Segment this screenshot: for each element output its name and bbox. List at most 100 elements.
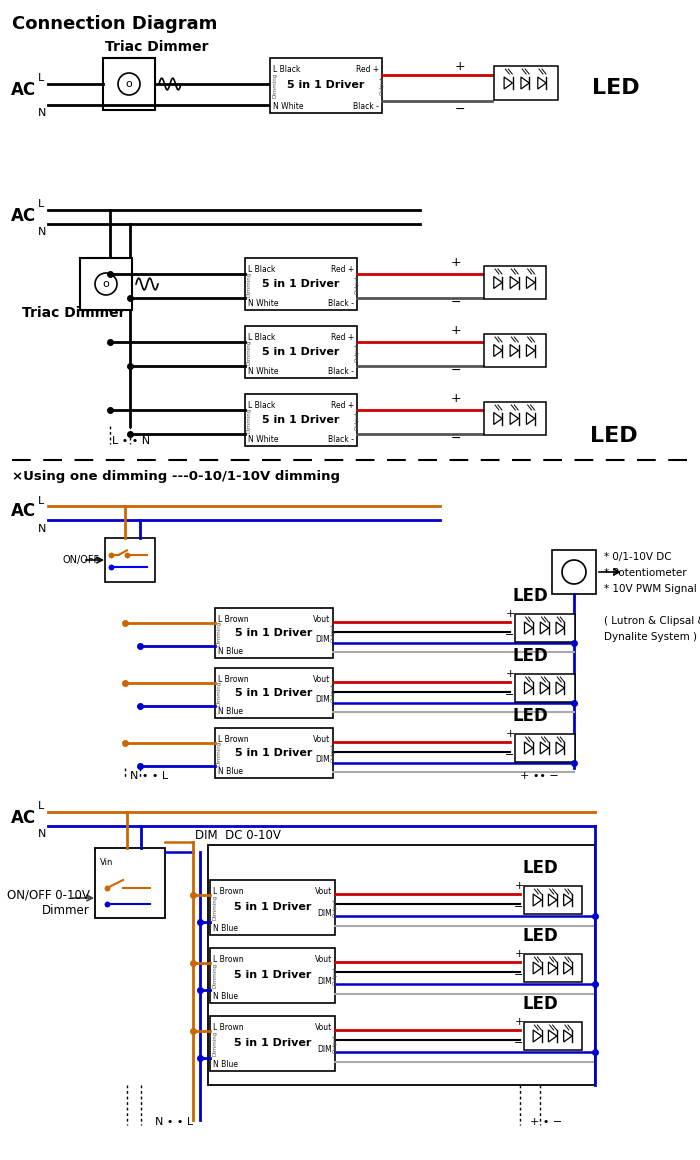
Text: −: −	[451, 432, 461, 445]
Text: N: N	[38, 227, 46, 237]
Text: ×Using one dimming ---0-10/1-10V dimming: ×Using one dimming ---0-10/1-10V dimming	[12, 470, 340, 483]
Text: Dimming: Dimming	[212, 894, 217, 920]
Text: Dimming: Dimming	[212, 1031, 217, 1056]
Text: Red +: Red +	[330, 333, 354, 342]
Text: +: +	[514, 949, 524, 959]
Text: Output: Output	[355, 411, 360, 429]
Text: +: +	[505, 728, 514, 739]
Text: 5 in 1 Driver: 5 in 1 Driver	[235, 628, 313, 638]
Text: Red +: Red +	[356, 65, 379, 74]
Text: Vout: Vout	[315, 1023, 332, 1032]
Text: LED: LED	[522, 927, 558, 945]
Text: −: −	[514, 1038, 524, 1047]
Bar	[484, 334, 546, 367]
Text: −: −	[455, 102, 466, 116]
Text: Triac Dimmer: Triac Dimmer	[105, 39, 209, 55]
Bar	[210, 948, 335, 1003]
Text: −: −	[514, 970, 524, 980]
Text: DIM: DIM	[317, 978, 332, 986]
Bar	[484, 266, 546, 299]
Text: N Blue: N Blue	[213, 1060, 238, 1070]
Text: N Blue: N Blue	[213, 992, 238, 1001]
Bar	[524, 886, 582, 914]
Text: N White: N White	[248, 299, 279, 309]
Text: N: N	[38, 108, 46, 118]
Text: −: −	[451, 296, 461, 309]
Text: 5 in 1 Driver: 5 in 1 Driver	[235, 748, 313, 757]
Text: LED: LED	[522, 995, 558, 1013]
Text: Red +: Red +	[330, 401, 354, 409]
Text: +: +	[451, 392, 461, 405]
Text: DIM: DIM	[315, 635, 330, 644]
Text: L Brown: L Brown	[213, 887, 244, 896]
Bar	[80, 258, 132, 310]
Text: −: −	[505, 630, 514, 640]
Text: N • • L: N • • L	[130, 771, 168, 781]
Text: −: −	[451, 364, 461, 377]
Text: −: −	[505, 690, 514, 699]
Text: * Potentiometer: * Potentiometer	[604, 568, 687, 578]
Text: Connection Diagram: Connection Diagram	[12, 15, 218, 32]
Bar	[215, 668, 333, 718]
Text: Dimming: Dimming	[247, 271, 252, 297]
Text: AC: AC	[11, 81, 36, 99]
Text: +: +	[505, 669, 514, 679]
Text: ON/OFF: ON/OFF	[63, 554, 100, 565]
Text: Dimming: Dimming	[217, 740, 222, 766]
Text: DIM: DIM	[317, 909, 332, 919]
Text: Dynalite System ): Dynalite System )	[604, 632, 697, 641]
Text: LED: LED	[592, 78, 640, 97]
Text: +: +	[451, 256, 461, 269]
Text: L Brown: L Brown	[218, 675, 248, 684]
Text: Dimming: Dimming	[247, 407, 252, 433]
Text: Output: Output	[333, 898, 338, 918]
Text: 5 in 1 Driver: 5 in 1 Driver	[234, 902, 312, 913]
Bar	[105, 538, 155, 582]
Text: N Blue: N Blue	[218, 767, 243, 776]
Text: DIM: DIM	[315, 695, 330, 704]
Text: AC: AC	[11, 502, 36, 520]
Text: +: +	[455, 60, 466, 73]
Text: N Blue: N Blue	[218, 647, 243, 657]
Text: N • • L: N • • L	[155, 1117, 193, 1128]
Bar	[524, 1022, 582, 1050]
Text: Vin: Vin	[100, 858, 113, 867]
Text: Black -: Black -	[328, 435, 354, 444]
Text: Output: Output	[333, 966, 338, 985]
Bar	[515, 674, 575, 702]
Text: L Black: L Black	[248, 264, 275, 274]
Bar	[103, 58, 155, 110]
Text: + •• −: + •• −	[520, 771, 559, 781]
Text: L: L	[38, 200, 44, 209]
Text: Dimming: Dimming	[272, 73, 277, 99]
Text: N White: N White	[273, 102, 304, 111]
Bar	[245, 394, 357, 445]
Text: Output: Output	[331, 744, 336, 762]
Text: Output: Output	[355, 342, 360, 362]
Text: AC: AC	[11, 206, 36, 225]
Bar	[95, 848, 165, 918]
Text: AC: AC	[11, 809, 36, 827]
Text: Output: Output	[355, 275, 360, 293]
Text: Black -: Black -	[328, 299, 354, 309]
Text: * 10V PWM Signal: * 10V PWM Signal	[604, 583, 696, 594]
Text: Vout: Vout	[315, 887, 332, 896]
Text: Output: Output	[333, 1034, 338, 1053]
Text: o: o	[103, 280, 109, 289]
Text: LED: LED	[513, 706, 549, 725]
Text: Vout: Vout	[313, 675, 330, 684]
Text: 5 in 1 Driver: 5 in 1 Driver	[234, 971, 312, 980]
Bar	[245, 258, 357, 310]
Text: N Blue: N Blue	[218, 706, 243, 716]
Text: Vout: Vout	[315, 955, 332, 964]
Text: Output: Output	[331, 624, 336, 643]
Text: LED: LED	[513, 647, 549, 665]
Text: Dimming: Dimming	[217, 681, 222, 705]
Text: Vout: Vout	[313, 735, 330, 744]
Text: Output: Output	[331, 683, 336, 703]
Bar	[552, 550, 596, 594]
Bar	[245, 326, 357, 378]
Text: Dimming: Dimming	[247, 340, 252, 364]
Text: L: L	[38, 802, 44, 811]
Text: Black -: Black -	[328, 367, 354, 376]
